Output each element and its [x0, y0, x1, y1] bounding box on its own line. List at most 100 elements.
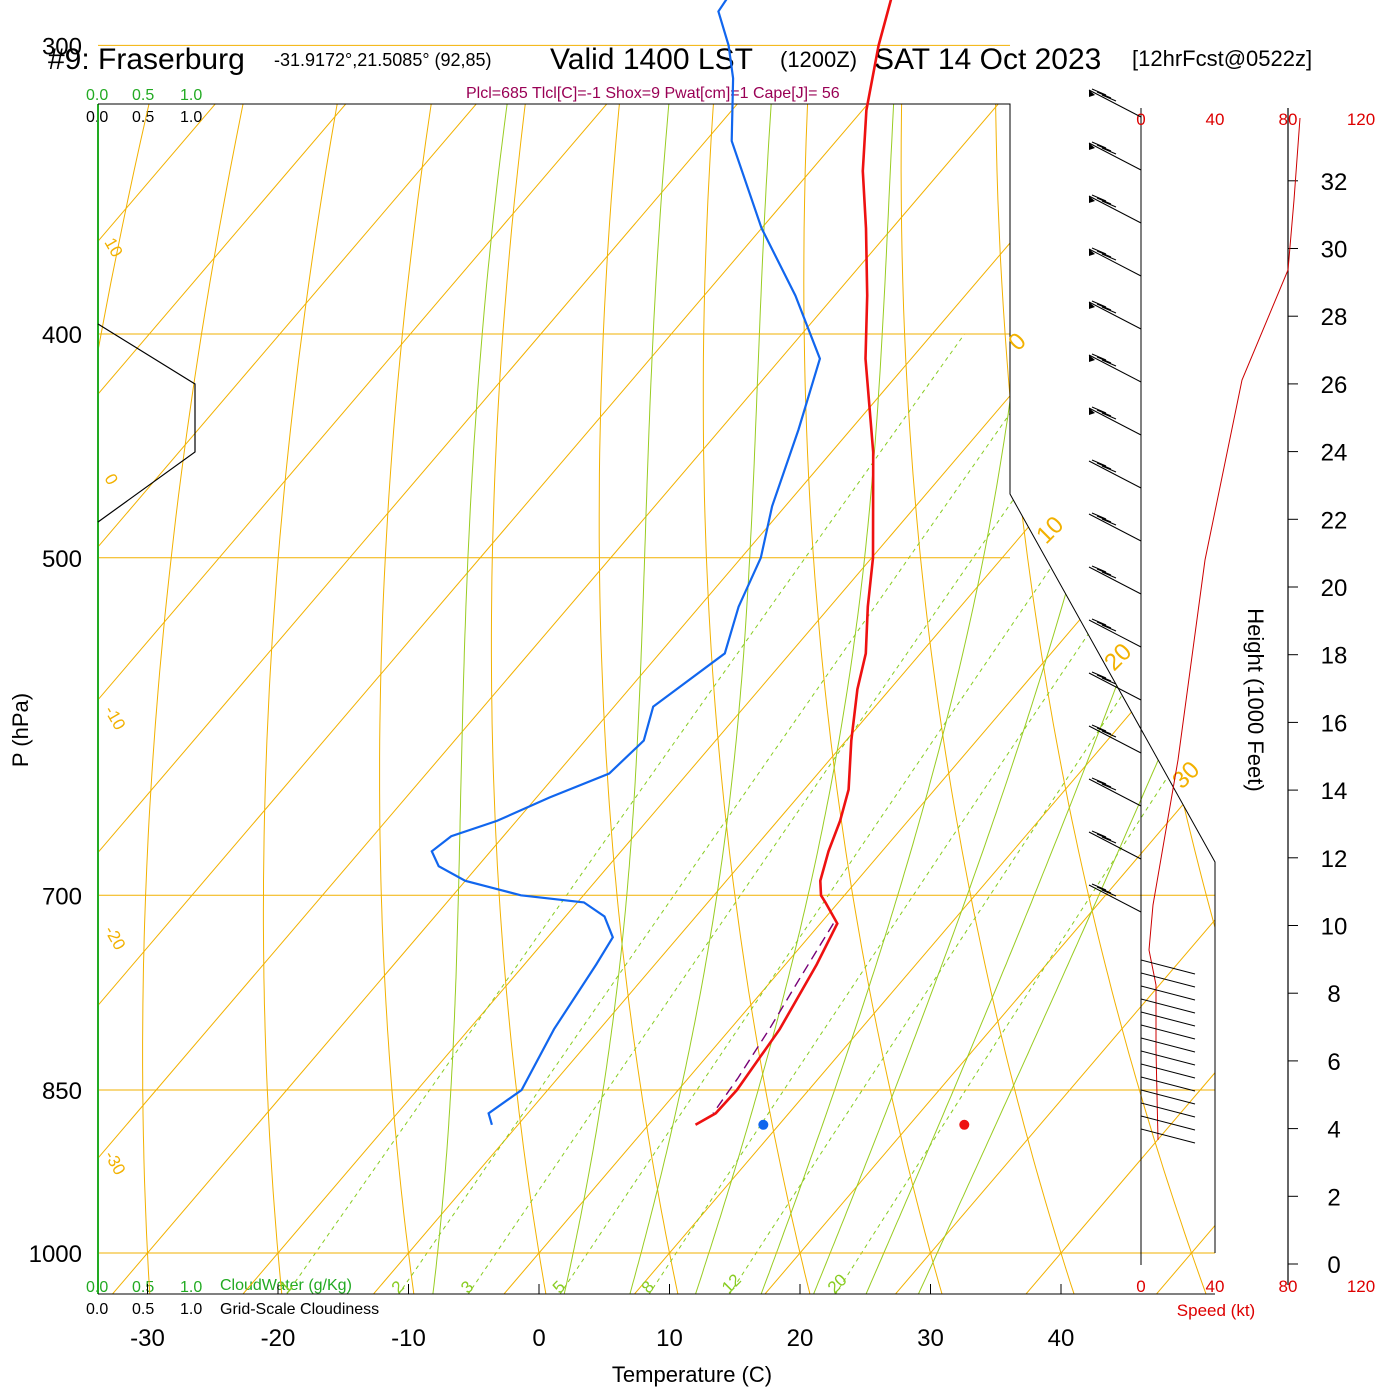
- wind-barb-feather: [1096, 409, 1112, 417]
- wind-barb-pennant: [1089, 408, 1095, 415]
- wind-barb-pennant: [1089, 90, 1095, 97]
- wind-barb: [1140, 1128, 1196, 1144]
- wind-barb-feather: [1101, 465, 1117, 473]
- wind-barb-feather: [1101, 836, 1117, 844]
- wind-barb-feather: [1091, 247, 1107, 255]
- mixing-ratio-label: 12: [718, 1270, 745, 1297]
- dry-adiabat: [900, 104, 1093, 1294]
- x-tick-label: 40: [1048, 1325, 1075, 1352]
- wind-barb: [1088, 725, 1142, 754]
- pressure-tick-label: 400: [42, 322, 82, 349]
- date-label: SAT 14 Oct 2023: [874, 43, 1101, 76]
- isotherm: [98, 104, 849, 1294]
- wind-barb: [1140, 1024, 1196, 1040]
- mixing-ratio-line: [643, 333, 1215, 1294]
- wind-barb-feather: [1096, 833, 1112, 841]
- speed-tick-label: 40: [1206, 110, 1225, 129]
- mixing-ratio-label: 20: [824, 1270, 851, 1297]
- wind-barb-pennant: [1089, 249, 1095, 256]
- height-tick-label: 12: [1321, 846, 1348, 873]
- wind-barb: [1088, 142, 1142, 171]
- wind-barb: [1088, 513, 1142, 542]
- wind-barb-feather: [1091, 194, 1107, 202]
- wind-barb-feather: [1096, 197, 1112, 205]
- y-axis-title: P (hPa): [8, 693, 33, 767]
- pressure-tick-label: 700: [42, 883, 82, 910]
- x-tick-label: 10: [656, 1325, 683, 1352]
- height-tick-label: 22: [1321, 507, 1348, 534]
- dewpoint-line: [430, 0, 822, 1126]
- wind-barb: [1140, 972, 1196, 988]
- wind-barb: [1088, 884, 1142, 913]
- height-tick-label: 24: [1321, 440, 1348, 467]
- wind-barb: [1088, 831, 1142, 860]
- wind-barb-feather: [1091, 406, 1107, 414]
- cloud-green-tick-1: 0.5: [132, 87, 154, 104]
- cloudwater-label: CloudWater (g/Kg): [220, 1277, 352, 1294]
- wind-barb: [1088, 407, 1142, 436]
- speed-tick-label: 120: [1347, 110, 1375, 129]
- thermo-grid: [98, 104, 1215, 1294]
- wind-barb: [1088, 778, 1142, 807]
- dry-adiabat: [702, 104, 825, 1294]
- moist-adiabat: [809, 104, 1191, 1294]
- height-tick-label: 18: [1321, 643, 1348, 670]
- dry-adiabat-label: 10: [101, 235, 127, 261]
- dry-adiabat: [262, 104, 395, 1294]
- parcel-line: [712, 923, 834, 1114]
- wind-barb: [1140, 1089, 1196, 1105]
- mixing-ratio-line: [830, 333, 1215, 1294]
- cloud-black-bottom-0: 0.0: [86, 1301, 108, 1318]
- isotherm: [978, 104, 1215, 1294]
- height-tick-label: 28: [1321, 304, 1348, 331]
- height-tick-label: 30: [1321, 237, 1348, 264]
- height-tick-label: 16: [1321, 710, 1348, 737]
- wind-barb-feather: [1091, 353, 1107, 361]
- coords-label: -31.9172°,21.5085° (92,85): [274, 50, 492, 70]
- wind-barb-feather: [1091, 459, 1107, 467]
- pressure-tick-label: 850: [42, 1078, 82, 1105]
- wind-barb-feather: [1096, 144, 1112, 152]
- dry-adiabat-label: 0: [101, 471, 122, 489]
- wind-barb-feather: [1101, 518, 1117, 526]
- x-axis-title: Temperature (C): [612, 1362, 772, 1387]
- wind-barb-feather: [1096, 674, 1112, 682]
- pressure-tick-label: 1000: [29, 1241, 82, 1268]
- wind-barb: [1140, 1050, 1196, 1066]
- isotherm: [848, 104, 1215, 1294]
- moist-adiabat: [431, 104, 546, 1294]
- wind-barb: [1088, 89, 1142, 118]
- height-tick-label: 8: [1327, 981, 1340, 1008]
- moist-adiabat: [627, 104, 793, 1294]
- cloud-green-bottom-1: 0.5: [132, 1279, 154, 1296]
- wind-barb-feather: [1091, 300, 1107, 308]
- speed-tick-label: 80: [1279, 110, 1298, 129]
- wind-barb: [1088, 195, 1142, 224]
- wind-barb: [1088, 672, 1142, 701]
- isotherm: [98, 104, 1215, 1294]
- dry-adiabat-label: 10: [1031, 511, 1069, 549]
- dry-adiabat: [98, 104, 222, 1294]
- isotherm: [587, 104, 1215, 1294]
- dry-adiabat: [598, 104, 691, 1294]
- wind-barb-pennant: [1089, 143, 1095, 150]
- wind-barb-feather: [1101, 624, 1117, 632]
- wind-barb: [1140, 1076, 1196, 1092]
- wind-barb-feather: [1101, 783, 1117, 791]
- x-tick-label: 30: [917, 1325, 944, 1352]
- wind-barb: [1140, 1037, 1196, 1053]
- cloud-green-tick-2: 1.0: [180, 87, 202, 104]
- dry-adiabat-label: -30: [101, 1148, 130, 1179]
- isotherm: [326, 104, 1215, 1294]
- cloud-black-tick-1: 0.5: [132, 109, 154, 126]
- cloud-black-bottom-1: 0.5: [132, 1301, 154, 1318]
- isotherm: [98, 104, 1215, 1294]
- wind-barb-feather: [1101, 94, 1117, 102]
- moist-adiabat: [692, 104, 910, 1294]
- wind-barb-feather: [1091, 830, 1107, 838]
- wind-barb-feather: [1091, 724, 1107, 732]
- isotherm: [98, 104, 588, 1294]
- moist-adiabat: [757, 104, 1054, 1294]
- wind-barb: [1140, 1063, 1196, 1079]
- dry-adiabat-label: 20: [1099, 638, 1137, 676]
